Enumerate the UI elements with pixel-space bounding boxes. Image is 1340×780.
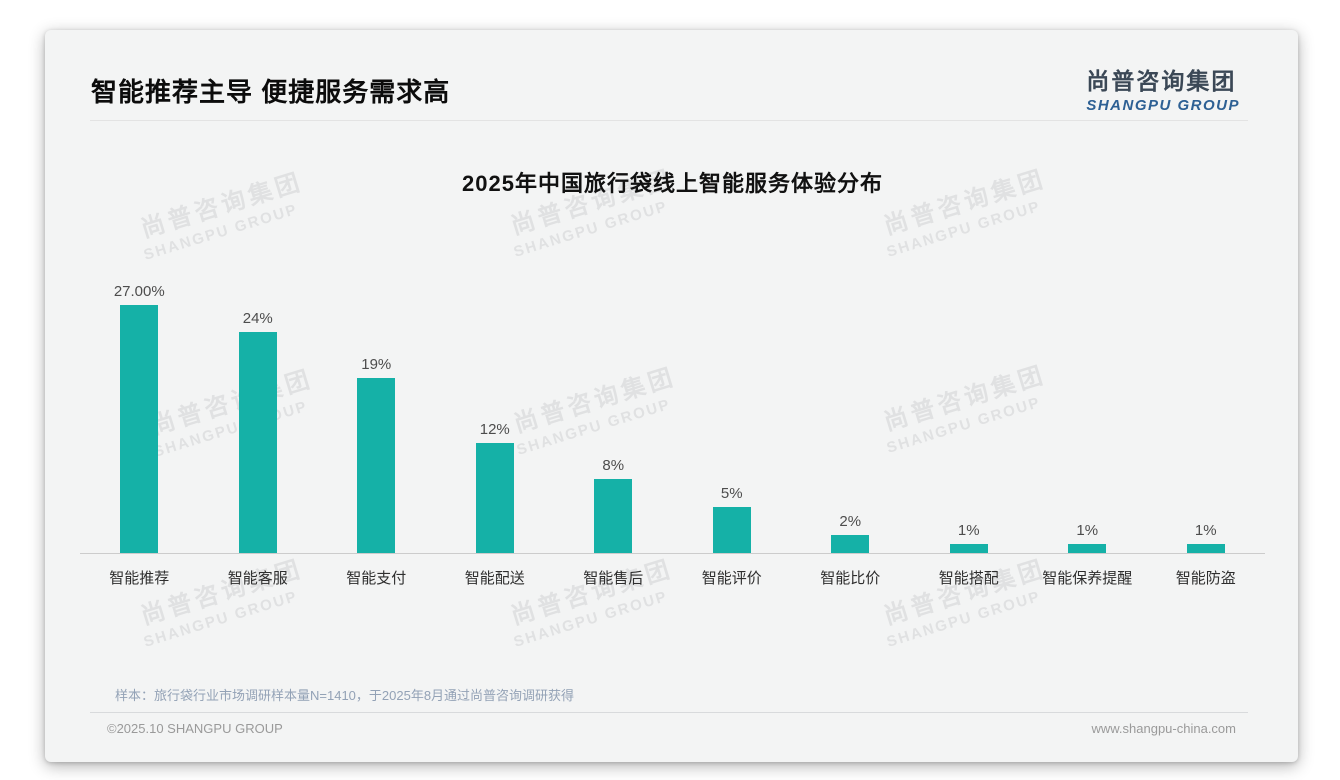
bar xyxy=(120,305,159,553)
bar-column: 24% xyxy=(199,273,318,553)
company-logo: 尚普咨询集团 SHANGPU GROUP xyxy=(1086,62,1240,114)
bar-value-label: 19% xyxy=(361,356,392,373)
x-axis-category-label: 智能推荐 xyxy=(109,570,170,587)
bar-column: 1% xyxy=(1147,273,1266,553)
bar-column: 12% xyxy=(436,273,555,553)
bar-value-label: 1% xyxy=(1076,522,1099,539)
bar-value-label: 24% xyxy=(242,310,273,327)
bar-value-label: 12% xyxy=(479,421,510,438)
x-axis-category-label: 智能评价 xyxy=(701,570,762,587)
x-axis-category-label: 智能搭配 xyxy=(938,570,999,587)
header-divider xyxy=(90,120,1248,121)
watermark: 尚普咨询集团 SHANGPU GROUP xyxy=(137,555,307,651)
sample-footnote: 样本：旅行袋行业市场调研样本量N=1410，于2025年8月通过尚普咨询调研获得 xyxy=(115,688,575,703)
chart-title: 2025年中国旅行袋线上智能服务体验分布 xyxy=(462,171,883,196)
bar xyxy=(712,507,751,553)
bar xyxy=(594,479,633,553)
logo-chinese-name: 尚普咨询集团 xyxy=(1086,68,1237,94)
bar-value-label: 1% xyxy=(957,522,980,539)
x-axis-category-label: 智能配送 xyxy=(464,570,525,587)
copyright-text: ©2025.10 SHANGPU GROUP xyxy=(107,721,283,736)
bar-value-label: 27.00% xyxy=(113,283,165,300)
bar xyxy=(831,535,870,553)
x-axis-category-label: 智能支付 xyxy=(346,570,407,587)
website-url: www.shangpu-china.com xyxy=(1091,721,1236,736)
watermark: 尚普咨询集团 SHANGPU GROUP xyxy=(507,555,677,651)
slide-card: 尚普咨询集团 SHANGPU GROUP 尚普咨询集团 SHANGPU GROUP 尚普… xyxy=(45,30,1298,762)
bar-value-label: 5% xyxy=(720,485,743,502)
bar-value-label: 2% xyxy=(839,513,862,530)
bar-value-label: 8% xyxy=(602,457,625,474)
page-title: 智能推荐主导 便捷服务需求高 xyxy=(91,77,451,107)
footer-divider xyxy=(90,712,1248,713)
x-axis-category-label: 智能比价 xyxy=(820,570,881,587)
bar-column: 27.00% xyxy=(80,273,199,553)
x-axis-category-label: 智能客服 xyxy=(227,570,288,587)
bar xyxy=(475,443,514,553)
bar xyxy=(1186,544,1225,553)
x-axis-line xyxy=(80,553,1265,554)
bar-column: 1% xyxy=(910,273,1029,553)
watermark: 尚普咨询集团 SHANGPU GROUP xyxy=(880,555,1050,651)
bar xyxy=(1068,544,1107,553)
bar-chart: 27.00% 24% 19% 12% 8% 5% 2% 1% 1% 1% xyxy=(80,273,1265,553)
bar xyxy=(238,332,277,553)
bar-column: 1% xyxy=(1028,273,1147,553)
bar-column: 19% xyxy=(317,273,436,553)
x-axis-category-label: 智能保养提醒 xyxy=(1042,570,1133,587)
x-axis-labels: 智能推荐 智能客服 智能支付 智能配送 智能售后 智能评价 智能比价 智能搭配 智能保养提醒 智能… xyxy=(80,567,1265,588)
bar-column: 5% xyxy=(673,273,792,553)
x-axis-category-label: 智能售后 xyxy=(583,570,644,587)
bar xyxy=(949,544,988,553)
bar-value-label: 1% xyxy=(1194,522,1217,539)
logo-english-name: SHANGPU GROUP xyxy=(1086,97,1240,114)
bar-column: 2% xyxy=(791,273,910,553)
bar xyxy=(357,378,396,553)
x-axis-category-label: 智能防盗 xyxy=(1175,570,1236,587)
bar-column: 8% xyxy=(554,273,673,553)
